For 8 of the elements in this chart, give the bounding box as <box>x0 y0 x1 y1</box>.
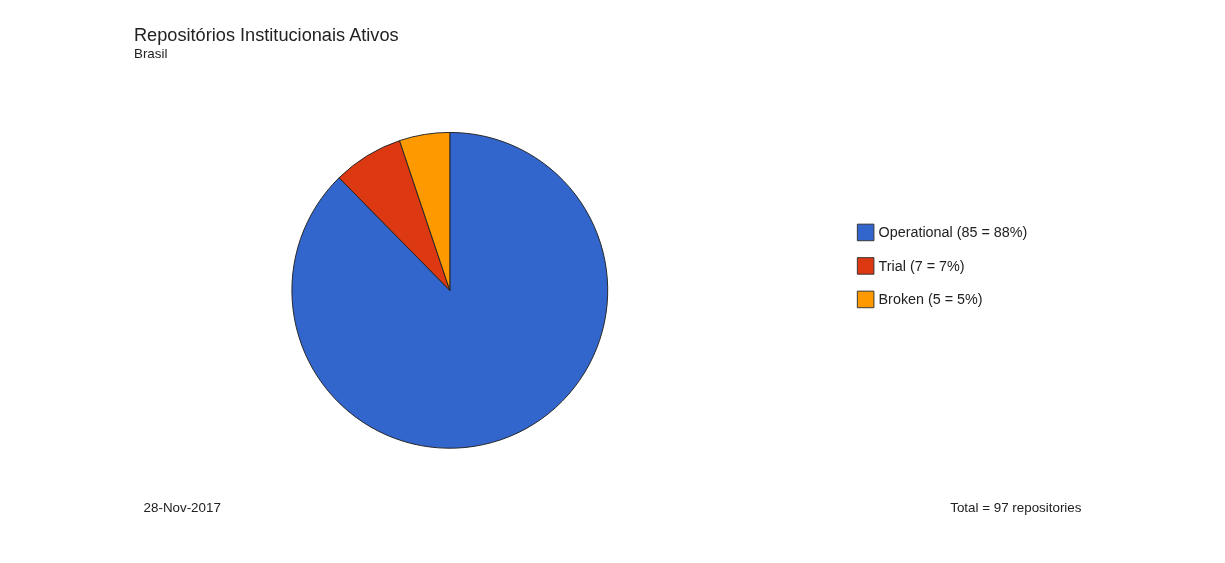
text: 28-Nov-2017 <box>143 500 221 516</box>
text: Total = 97 repositories <box>950 500 1082 516</box>
legend-label: Broken (5 = 5%) <box>878 291 983 308</box>
chart-title: Repositórios Institucionais Ativos <box>133 24 399 45</box>
pie-slice <box>291 131 609 449</box>
legend-label: Operational (85 = 88%) <box>878 224 1028 241</box>
text: Brasil <box>133 45 168 61</box>
legend-label: Trial (7 = 7%) <box>878 257 965 274</box>
